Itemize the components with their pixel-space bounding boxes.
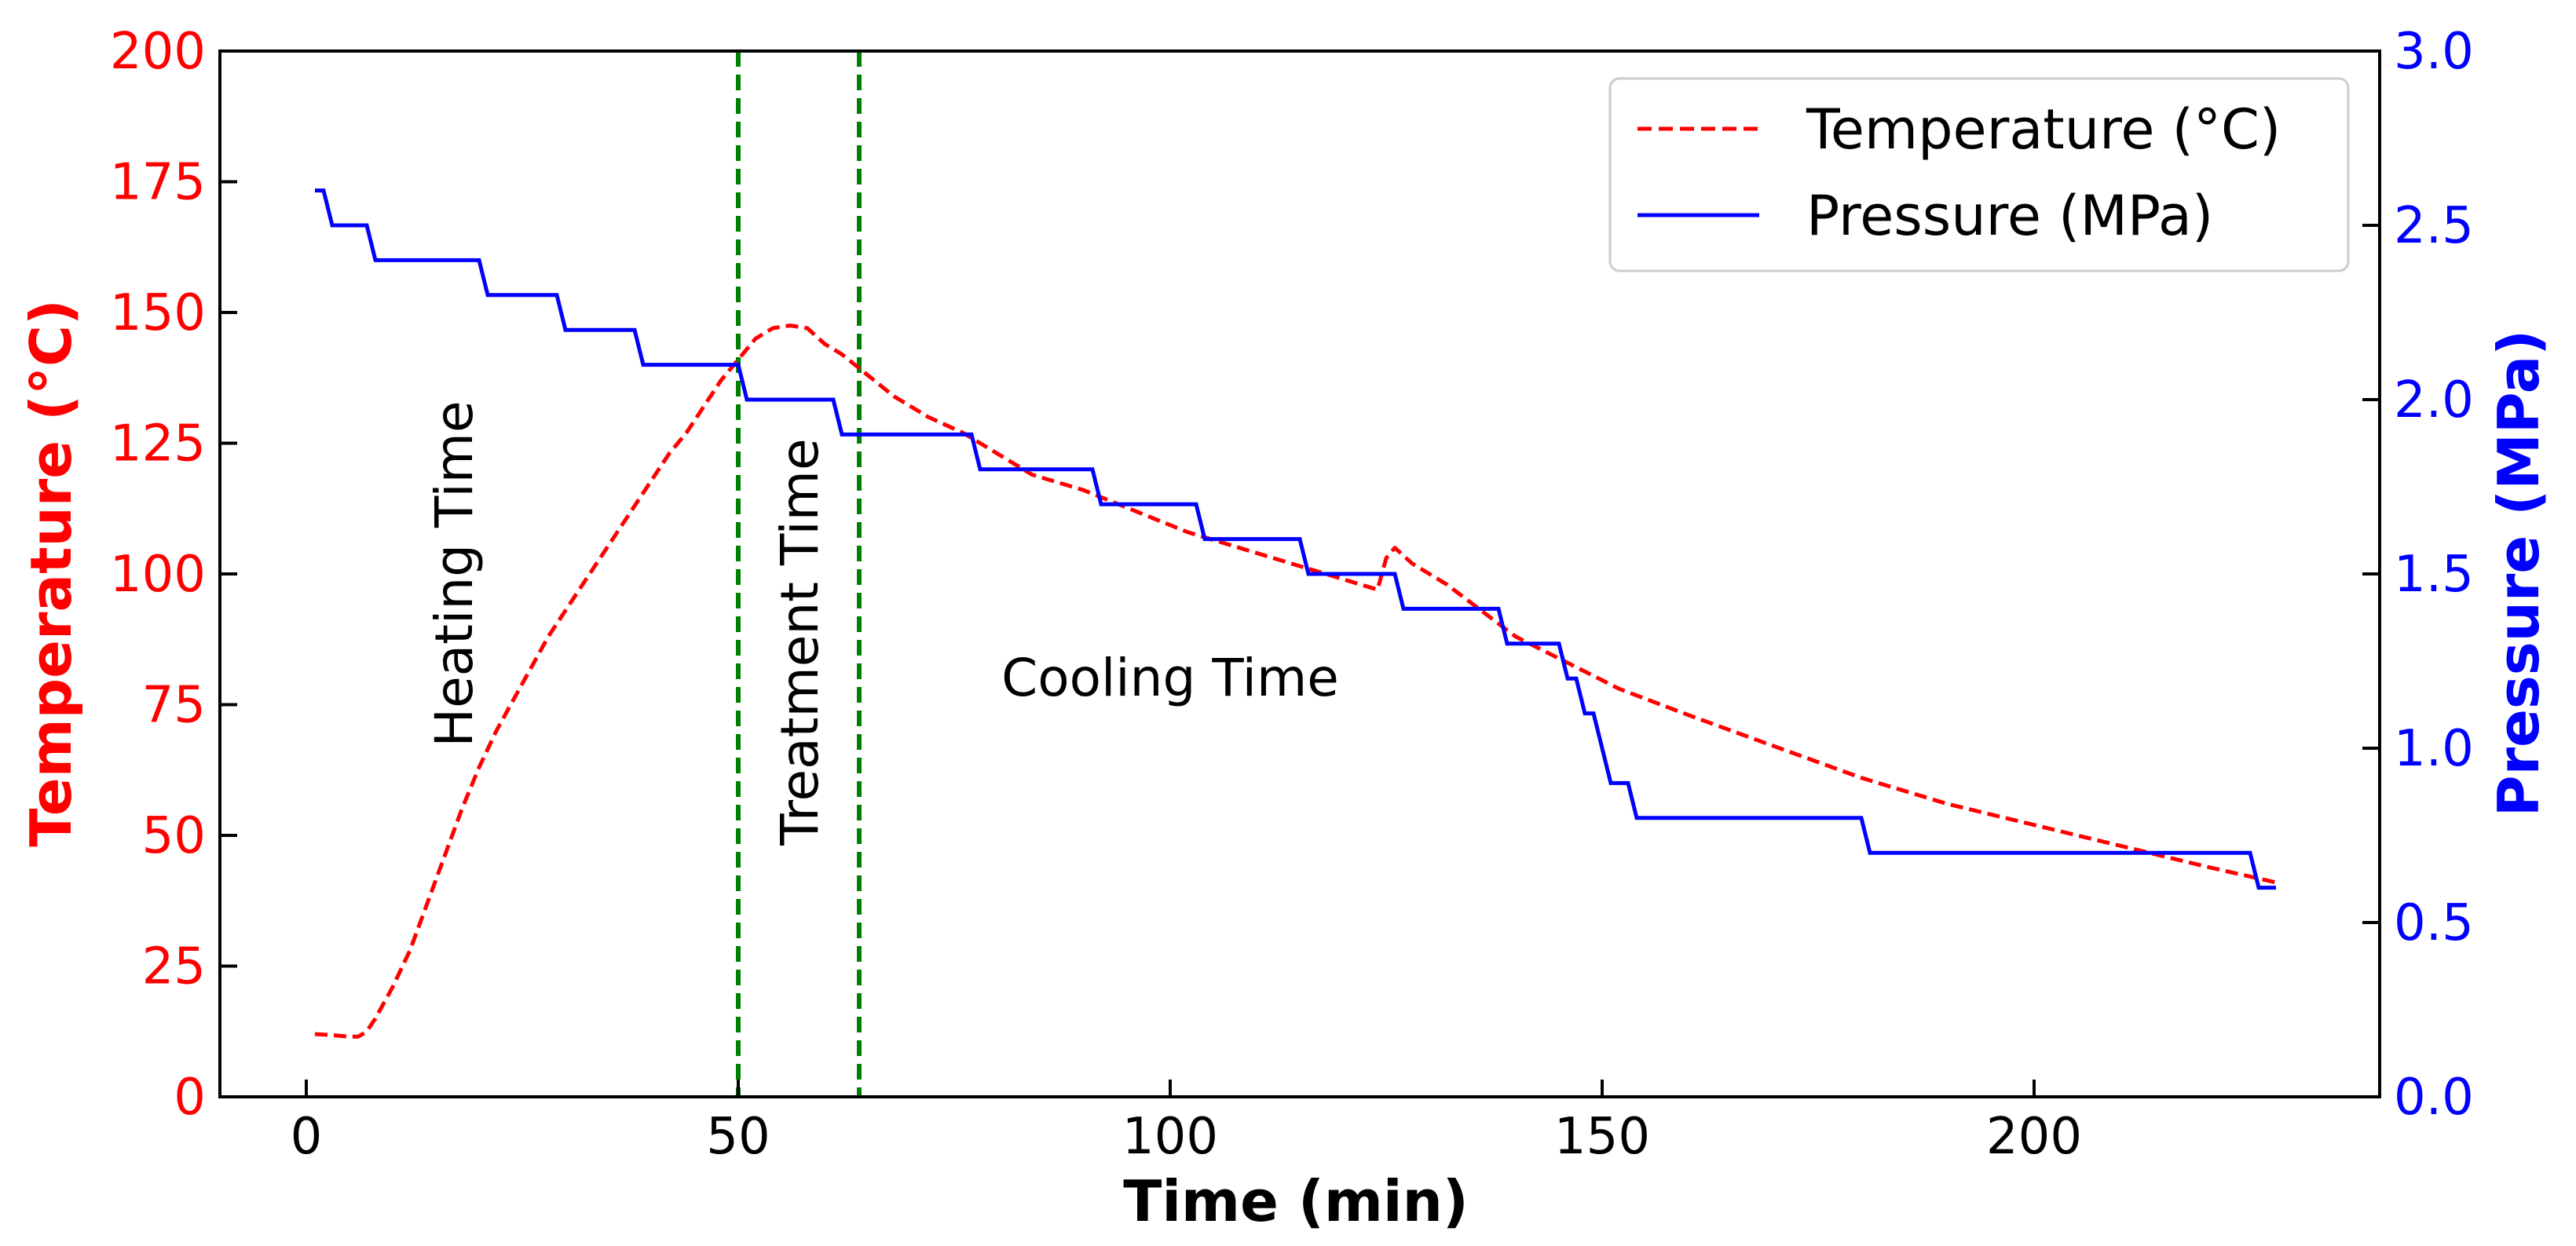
legend-box [1608, 77, 2350, 272]
treatment-time-annotation: Treatment Time [770, 438, 830, 846]
right-tick-label: 0.0 [2394, 1069, 2474, 1127]
temperature-line [314, 323, 2277, 1039]
left-axis-label: Temperature (°C) [18, 299, 84, 847]
right-tick-label: 2.5 [2394, 197, 2474, 255]
bottom-tick-label: 150 [1554, 1108, 1650, 1166]
heating-time-annotation: Heating Time [424, 400, 485, 747]
bottom-axis-ticks: 0 50 100 150 200 [291, 1080, 2082, 1166]
bottom-tick-label: 200 [1986, 1108, 2082, 1166]
bottom-tick-label: 0 [291, 1108, 323, 1166]
right-tick-label: 3.0 [2394, 23, 2474, 81]
left-tick-label: 75 [142, 677, 206, 735]
x-axis-label: Time (min) [1123, 1168, 1469, 1234]
left-tick-label: 100 [110, 546, 206, 604]
left-tick-label: 125 [110, 415, 206, 473]
right-axis-ticks: 0.0 0.5 1.0 1.5 2.0 2.5 3.0 [2362, 23, 2474, 1127]
right-axis-label: Pressure (MPa) [2486, 330, 2552, 817]
temperature-series [314, 323, 2277, 1039]
pressure-series [315, 188, 2276, 890]
left-tick-label: 0 [174, 1069, 206, 1127]
right-tick-label: 0.5 [2394, 894, 2474, 952]
legend-temperature-label: Temperature (°C) [1806, 97, 2281, 162]
bottom-tick-label: 100 [1122, 1108, 1218, 1166]
left-axis-ticks: 0 25 50 75 100 125 150 175 200 [110, 23, 237, 1127]
left-tick-label: 200 [110, 23, 206, 81]
right-tick-label: 1.0 [2394, 720, 2474, 778]
cooling-time-annotation: Cooling Time [1001, 648, 1339, 708]
right-tick-label: 1.5 [2394, 546, 2474, 604]
right-tick-label: 2.0 [2394, 371, 2474, 429]
left-tick-label: 150 [110, 284, 206, 342]
bottom-tick-label: 50 [706, 1108, 770, 1166]
legend: Temperature (°C) Pressure (MPa) [1608, 77, 2350, 272]
left-tick-label: 25 [142, 938, 206, 996]
legend-pressure-label: Pressure (MPa) [1806, 184, 2213, 248]
phase-divider-lines [736, 51, 862, 1097]
left-tick-label: 175 [110, 154, 206, 212]
left-tick-label: 50 [142, 807, 206, 865]
pressure-line [315, 188, 2276, 890]
